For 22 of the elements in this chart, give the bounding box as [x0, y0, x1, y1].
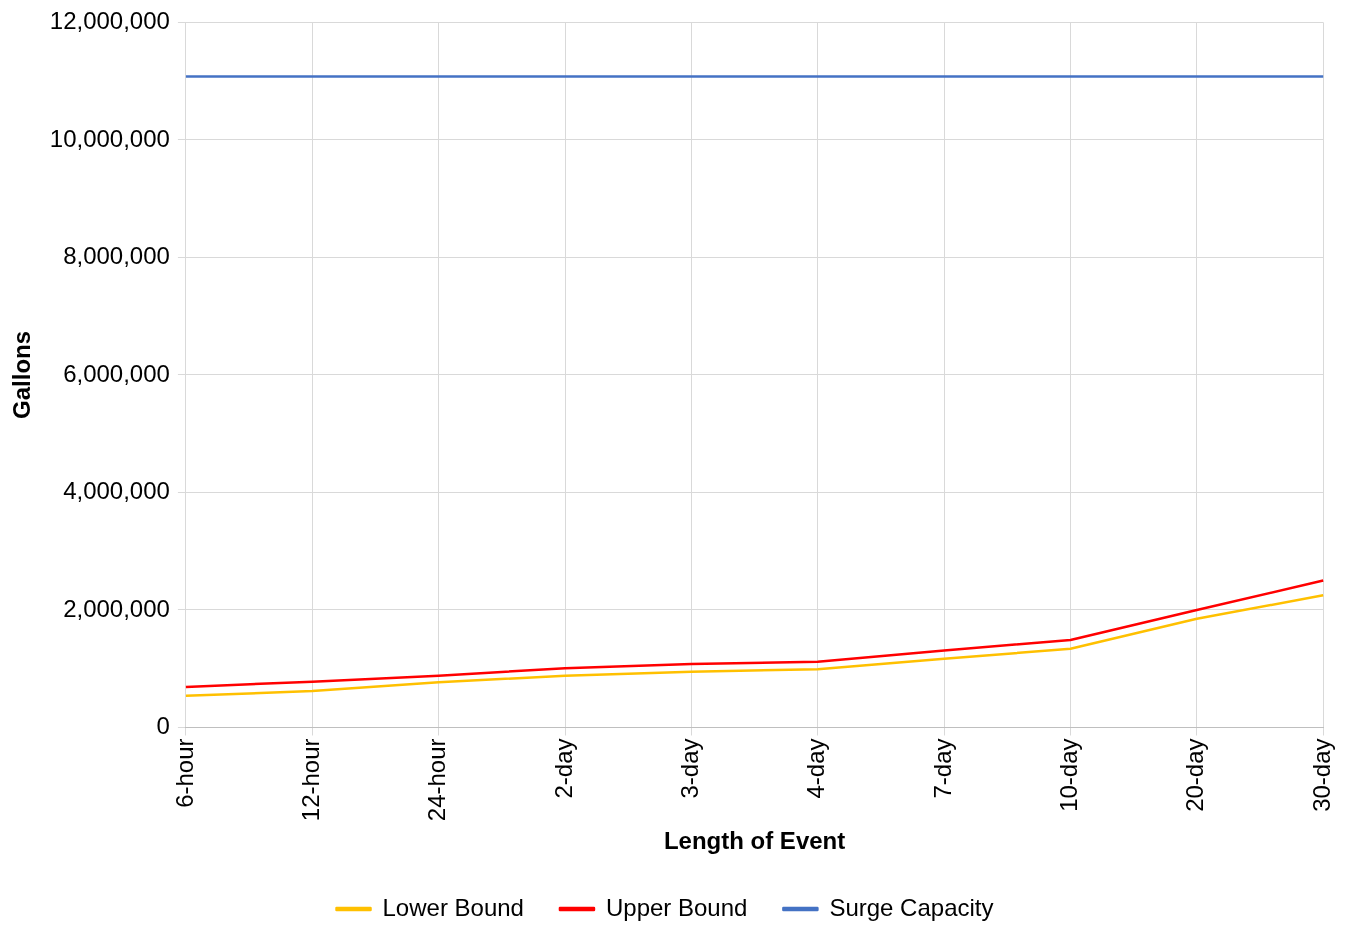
x-tick-label: 24-hour [423, 738, 451, 822]
legend-label: Lower Bound [382, 893, 524, 921]
y-tick-label: 0 [156, 712, 170, 740]
x-tick-label: 6-hour [170, 738, 198, 808]
y-tick-label: 2,000,000 [63, 594, 170, 622]
y-tick-label: 12,000,000 [49, 7, 170, 35]
x-tick-label: 20-day [1181, 738, 1209, 812]
x-axis-title: Length of Event [663, 827, 846, 855]
y-axis-title: Gallons [8, 330, 36, 419]
x-tick-label: 12-hour [296, 738, 324, 822]
legend-label: Surge Capacity [829, 893, 994, 921]
y-tick-label: 4,000,000 [63, 477, 170, 505]
x-tick-label: 10-day [1055, 738, 1083, 812]
x-tick-label: 7-day [928, 738, 956, 799]
x-tick-label: 4-day [802, 738, 830, 799]
x-tick-label: 30-day [1307, 738, 1335, 812]
y-tick-label: 6,000,000 [63, 359, 170, 387]
x-tick-label: 2-day [549, 738, 577, 799]
x-tick-label: 3-day [676, 738, 703, 799]
y-tick-label: 10,000,000 [49, 124, 170, 152]
y-tick-label: 8,000,000 [63, 242, 170, 270]
legend-label: Upper Bound [605, 893, 748, 921]
